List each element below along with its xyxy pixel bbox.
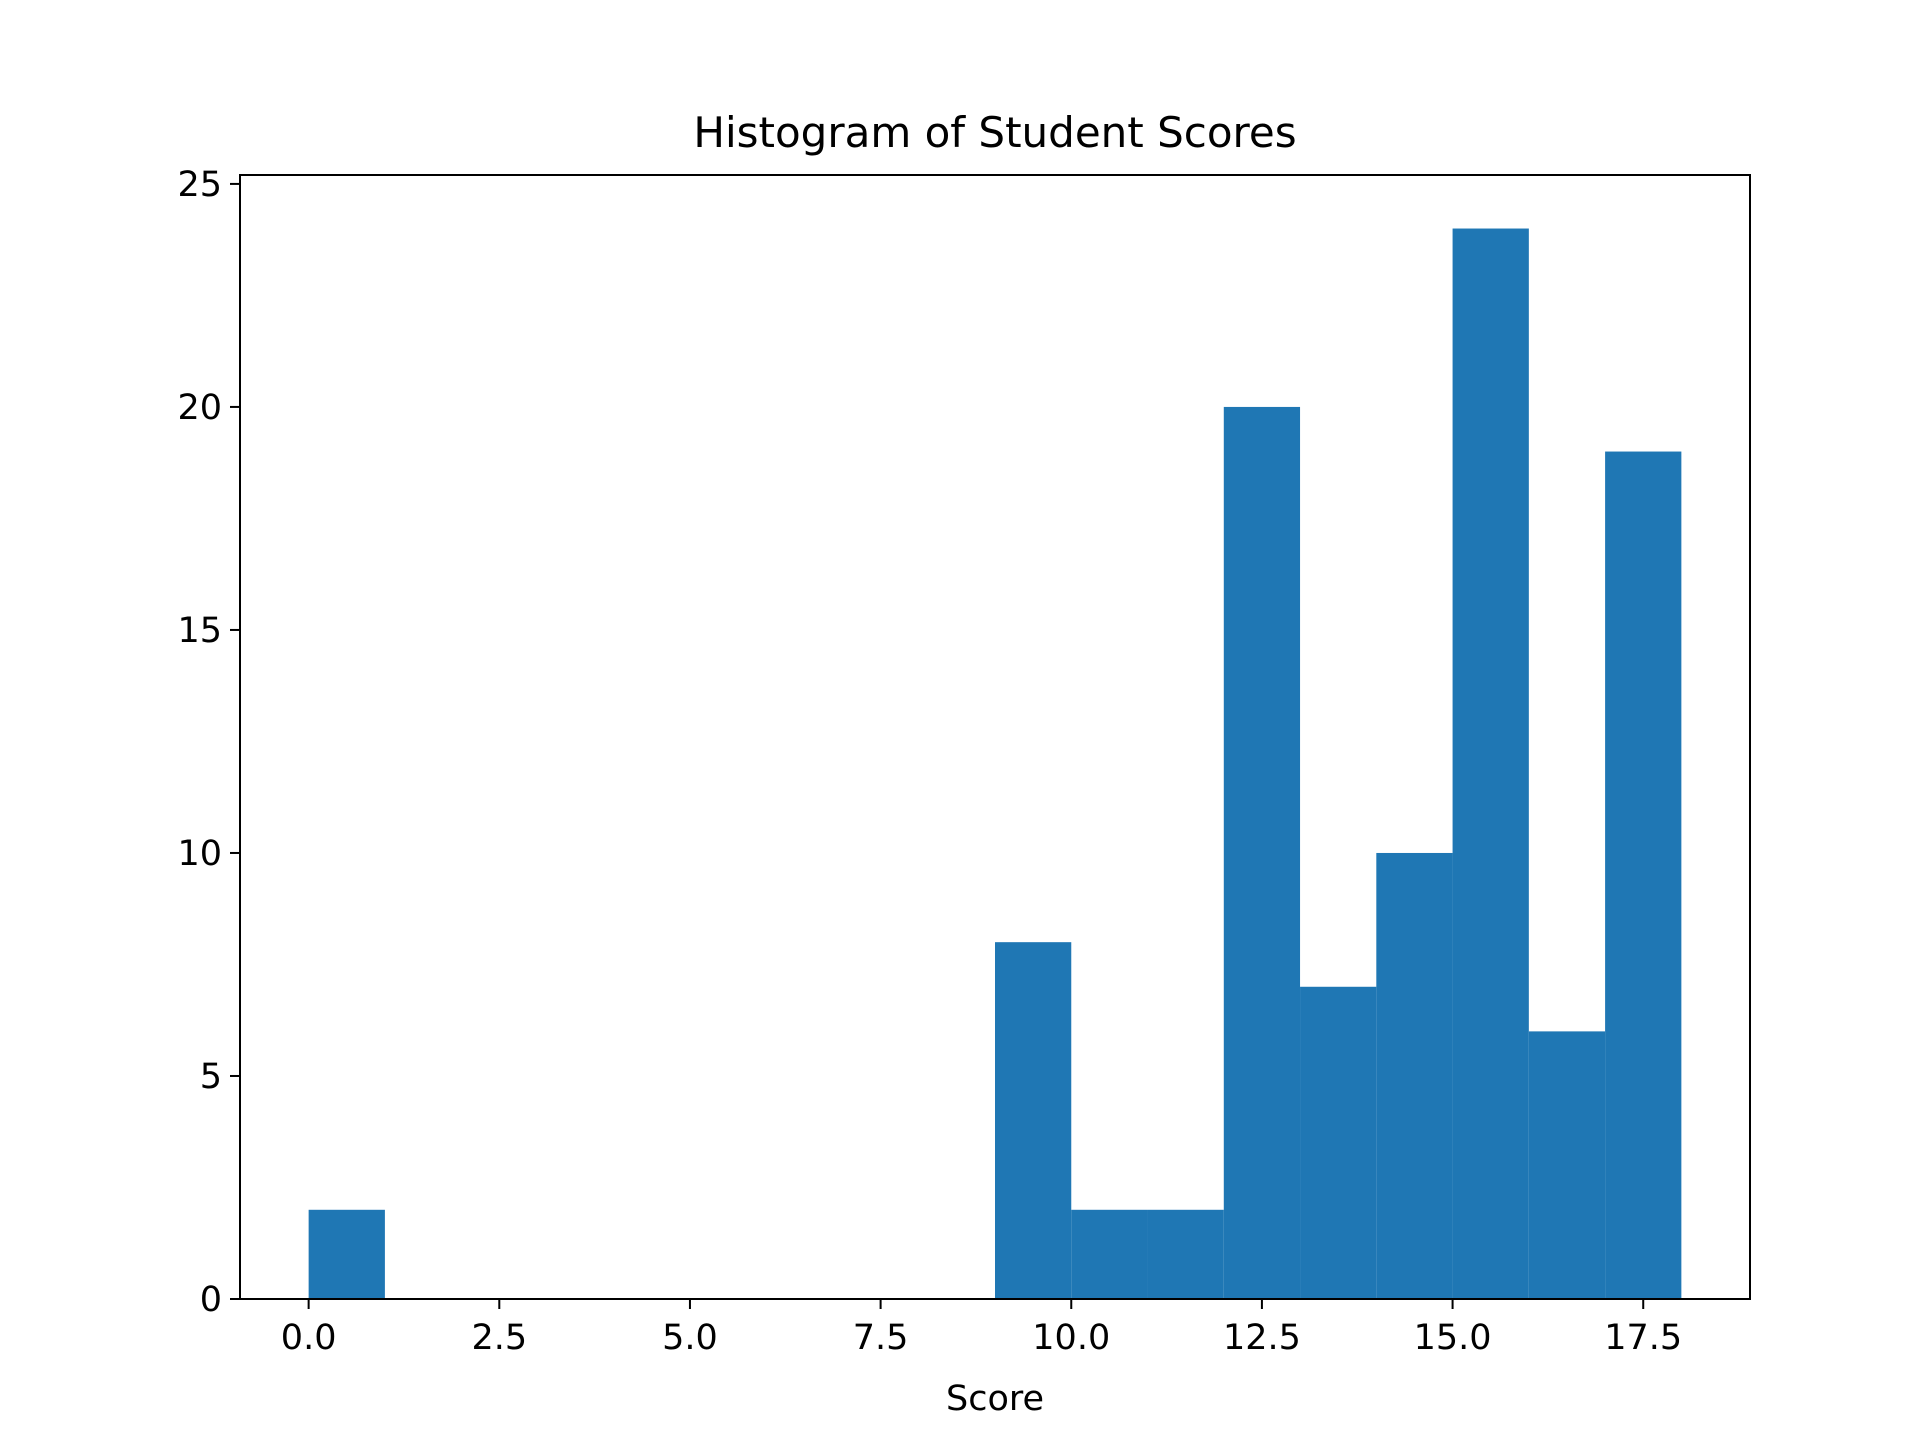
x-tick-label-1: 2.5 xyxy=(471,1318,527,1358)
y-tick-label-0: 0 xyxy=(200,1280,222,1320)
x-tick-label-5: 12.5 xyxy=(1223,1318,1301,1358)
x-tick-label-4: 10.0 xyxy=(1032,1318,1110,1358)
y-tick-label-1: 5 xyxy=(200,1057,222,1097)
x-axis: 0.0 2.5 5.0 7.5 10.0 12.5 15.0 17.5 xyxy=(281,1299,1682,1358)
y-tick-label-5: 25 xyxy=(177,165,222,205)
histogram-bar-9 xyxy=(995,942,1072,1299)
histogram-bar-17 xyxy=(1605,451,1682,1299)
y-tick-label-2: 10 xyxy=(177,834,222,874)
x-tick-label-2: 5.0 xyxy=(662,1318,718,1358)
histogram-bar-15 xyxy=(1452,228,1529,1299)
plot-frame xyxy=(239,174,1751,1300)
histogram-bar-10 xyxy=(1071,1209,1148,1299)
histogram-bar-11 xyxy=(1147,1209,1224,1299)
histogram-bar-13 xyxy=(1300,986,1377,1299)
histogram-bar-12 xyxy=(1223,406,1301,1299)
x-tick-label-7: 17.5 xyxy=(1604,1318,1682,1358)
x-axis-label: Score xyxy=(946,1379,1044,1419)
y-tick-label-4: 20 xyxy=(177,388,222,428)
x-tick-label-0: 0.0 xyxy=(281,1318,337,1358)
y-axis: 0 5 10 15 20 25 xyxy=(177,165,240,1320)
histogram-bar-14 xyxy=(1376,852,1453,1299)
histogram-bar-0 xyxy=(308,1209,385,1299)
histogram-bar-16 xyxy=(1528,1031,1606,1299)
chart-title: Histogram of Student Scores xyxy=(693,108,1296,157)
y-tick-label-3: 15 xyxy=(177,611,222,651)
bars-layer xyxy=(308,228,1682,1299)
x-tick-label-6: 15.0 xyxy=(1414,1318,1492,1358)
x-tick-label-3: 7.5 xyxy=(853,1318,909,1358)
